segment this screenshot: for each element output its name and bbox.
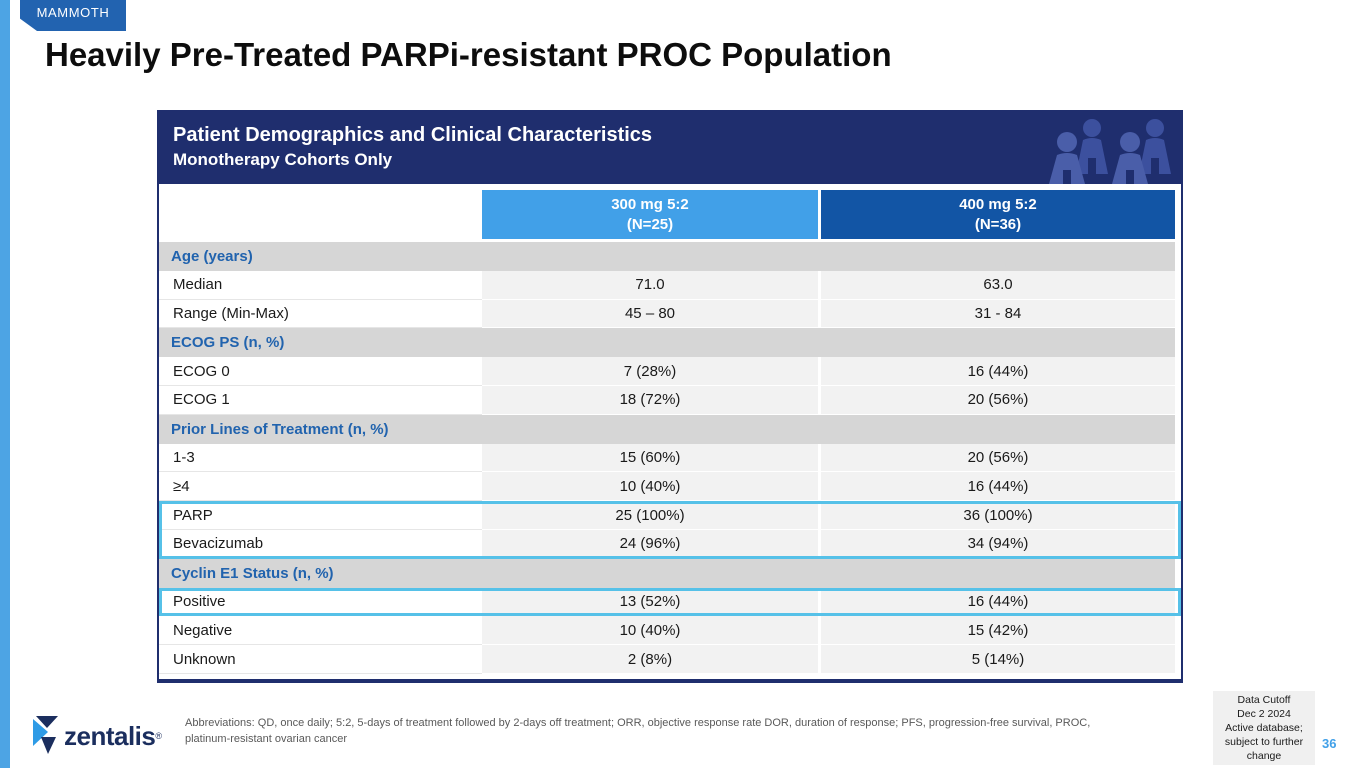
row-label: Median bbox=[159, 270, 482, 300]
table-header-band: Patient Demographics and Clinical Charac… bbox=[159, 112, 1181, 184]
people-group-icon bbox=[1049, 119, 1171, 184]
row-label: ≥4 bbox=[159, 472, 482, 502]
zentalis-logo: zentalis ® bbox=[28, 716, 162, 756]
table-row: Unknown 2 (8%) 5 (14%) bbox=[159, 645, 1181, 674]
row-value: 36 (100%) bbox=[821, 501, 1175, 530]
row-value: 10 (40%) bbox=[482, 616, 818, 646]
row-value: 7 (28%) bbox=[482, 357, 818, 386]
section-label: Age (years) bbox=[171, 247, 253, 265]
table-row: Bevacizumab 24 (96%) 34 (94%) bbox=[159, 529, 1181, 559]
row-value: 13 (52%) bbox=[482, 587, 818, 617]
row-label: Bevacizumab bbox=[159, 529, 482, 559]
row-label: ECOG 0 bbox=[159, 357, 482, 386]
data-cutoff-line: Data Cutoff bbox=[1237, 693, 1291, 706]
row-value: 16 (44%) bbox=[821, 587, 1175, 617]
section-label: Cyclin E1 Status (n, %) bbox=[171, 564, 334, 582]
row-label: Range (Min-Max) bbox=[159, 299, 482, 329]
table-body: Age (years) Median 71.0 63.0 Range (Min-Max)… bbox=[159, 242, 1181, 674]
zentalis-logo-text: zentalis bbox=[64, 720, 156, 751]
section-row: Cyclin E1 Status (n, %) bbox=[159, 558, 1175, 588]
row-label: PARP bbox=[159, 501, 482, 530]
zentalis-logo-icon bbox=[33, 716, 58, 754]
column-header-row: 300 mg 5:2 (N=25) 400 mg 5:2 (N=36) bbox=[159, 190, 1181, 239]
table-row: Negative 10 (40%) 15 (42%) bbox=[159, 616, 1181, 646]
row-value: 2 (8%) bbox=[482, 645, 818, 674]
column-header-300mg-dose: 300 mg 5:2 bbox=[611, 196, 689, 213]
row-value: 25 (100%) bbox=[482, 501, 818, 530]
row-value: 24 (96%) bbox=[482, 529, 818, 559]
table-row: Range (Min-Max) 45 – 80 31 - 84 bbox=[159, 299, 1181, 329]
mammoth-badge: MAMMOTH bbox=[20, 0, 126, 31]
row-value: 18 (72%) bbox=[482, 385, 818, 415]
table-row: Median 71.0 63.0 bbox=[159, 270, 1181, 300]
row-value: 71.0 bbox=[482, 270, 818, 300]
row-label: ECOG 1 bbox=[159, 385, 482, 415]
row-value: 20 (56%) bbox=[821, 385, 1175, 415]
left-accent-bar bbox=[0, 0, 10, 768]
data-cutoff-line: change bbox=[1246, 750, 1282, 763]
row-value: 34 (94%) bbox=[821, 529, 1175, 559]
column-header-400mg-dose: 400 mg 5:2 bbox=[959, 196, 1037, 213]
section-row: Prior Lines of Treatment (n, %) bbox=[159, 414, 1175, 444]
table-title: Patient Demographics and Clinical Charac… bbox=[173, 124, 653, 146]
row-value: 15 (42%) bbox=[821, 616, 1175, 646]
zentalis-trademark: ® bbox=[155, 731, 163, 741]
column-header-300mg: 300 mg 5:2 (N=25) bbox=[482, 190, 818, 239]
data-cutoff-box: Data Cutoff Dec 2 2024 Active database; sub… bbox=[1213, 691, 1315, 765]
slide-title: Heavily Pre-Treated PARPi-resistant PROC… bbox=[45, 36, 892, 73]
data-cutoff-line: Dec 2 2024 bbox=[1237, 707, 1291, 720]
row-value: 63.0 bbox=[821, 270, 1175, 300]
row-value: 16 (44%) bbox=[821, 357, 1175, 386]
section-row: ECOG PS (n, %) bbox=[159, 328, 1175, 358]
section-label: Prior Lines of Treatment (n, %) bbox=[171, 420, 389, 438]
row-value: 5 (14%) bbox=[821, 645, 1175, 674]
table-row: ECOG 1 18 (72%) 20 (56%) bbox=[159, 385, 1181, 415]
row-value: 20 (56%) bbox=[821, 443, 1175, 473]
table-row: ≥4 10 (40%) 16 (44%) bbox=[159, 472, 1181, 502]
data-cutoff-line: Active database; bbox=[1225, 721, 1303, 734]
table-row: 1-3 15 (60%) 20 (56%) bbox=[159, 443, 1181, 473]
row-value: 45 – 80 bbox=[482, 299, 818, 329]
row-value: 16 (44%) bbox=[821, 472, 1175, 502]
row-value: 15 (60%) bbox=[482, 443, 818, 473]
data-cutoff-line: subject to further bbox=[1224, 736, 1304, 749]
row-label: Negative bbox=[159, 616, 482, 646]
abbreviations-text: Abbreviations: QD, once daily; 5:2, 5-da… bbox=[185, 717, 1091, 745]
table-row: Positive 13 (52%) 16 (44%) bbox=[159, 587, 1181, 617]
demographics-table: Patient Demographics and Clinical Charac… bbox=[157, 110, 1183, 683]
column-header-300mg-n: (N=25) bbox=[626, 215, 674, 233]
column-header-400mg: 400 mg 5:2 (N=36) bbox=[821, 190, 1175, 239]
row-label: Positive bbox=[159, 587, 482, 617]
column-header-spacer bbox=[159, 190, 482, 239]
mammoth-badge-label: MAMMOTH bbox=[36, 5, 110, 20]
row-label: Unknown bbox=[159, 645, 482, 674]
table-row: PARP 25 (100%) 36 (100%) bbox=[159, 501, 1181, 530]
row-value: 10 (40%) bbox=[482, 472, 818, 502]
section-row: Age (years) bbox=[159, 242, 1175, 271]
table-subtitle: Monotherapy Cohorts Only bbox=[173, 150, 393, 169]
section-label: ECOG PS (n, %) bbox=[171, 334, 285, 352]
column-header-400mg-n: (N=36) bbox=[974, 215, 1022, 233]
page-number: 36 bbox=[1322, 736, 1337, 751]
row-label: 1-3 bbox=[159, 443, 482, 473]
row-value: 31 - 84 bbox=[821, 299, 1175, 329]
